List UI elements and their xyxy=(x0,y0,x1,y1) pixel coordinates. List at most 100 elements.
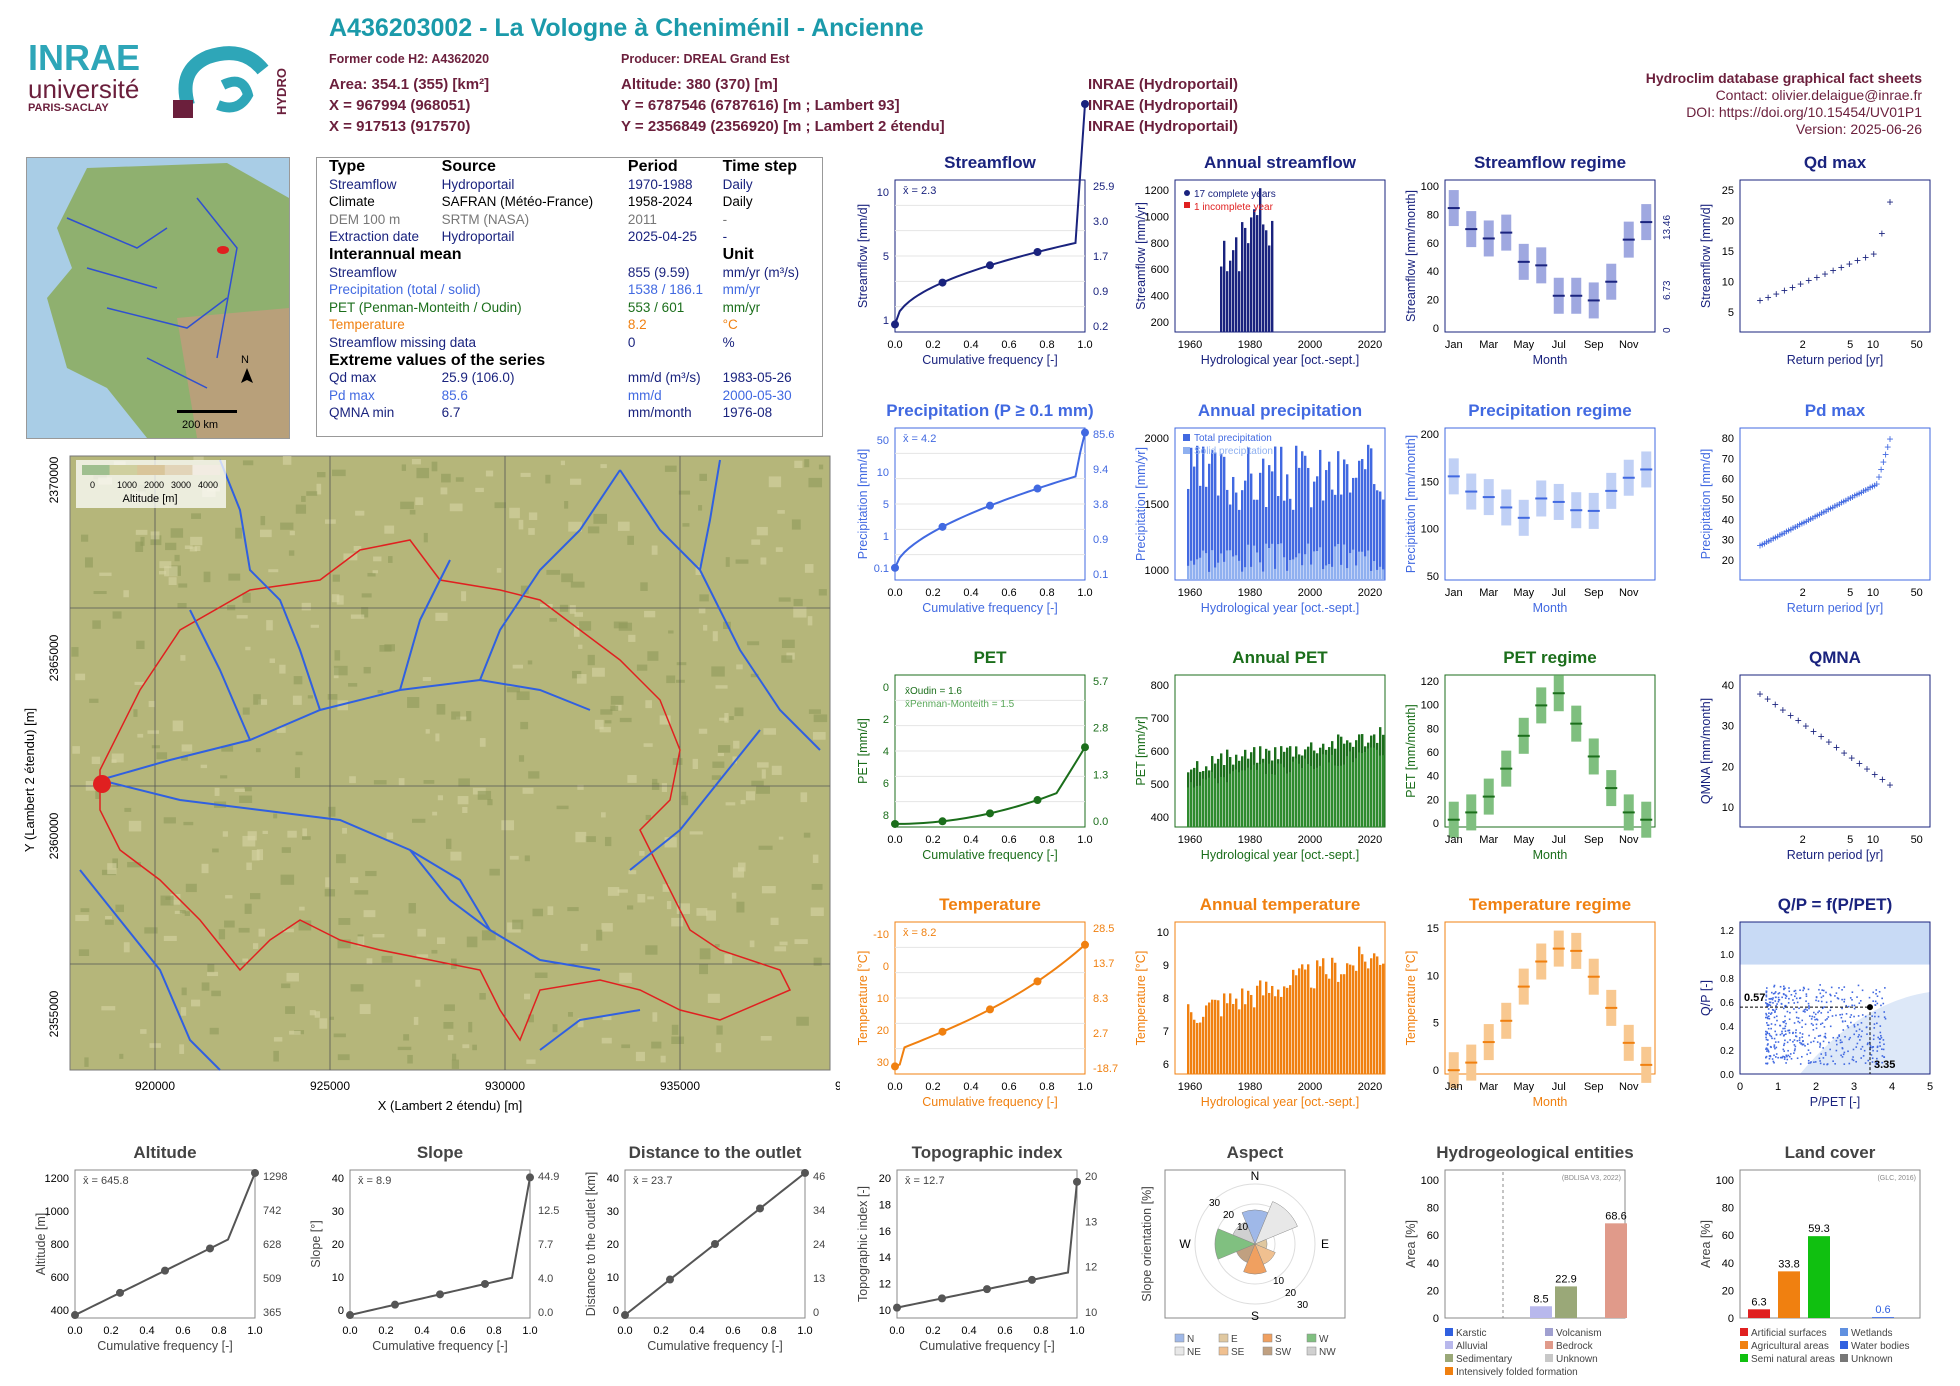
xtick: 0.8 xyxy=(1039,1081,1054,1093)
terrain-patch xyxy=(235,527,242,539)
qp-point xyxy=(1783,987,1785,990)
annual-bar-secondary xyxy=(1259,764,1262,827)
qp-point xyxy=(1805,1000,1807,1002)
qp-point xyxy=(1765,1014,1768,1016)
terrain-patch xyxy=(301,602,311,611)
source-note: (BDLISA V3, 2022) xyxy=(1562,1175,1621,1182)
annual-bar-secondary xyxy=(1283,767,1286,827)
qp-point xyxy=(1766,1044,1769,1046)
x-axis-label: Month xyxy=(1533,1095,1568,1109)
ytick: 1.0 xyxy=(1720,950,1734,961)
terrain-patch xyxy=(281,847,291,853)
doi[interactable]: DOI: https://doi.org/10.15454/UV01P1 xyxy=(1686,104,1922,120)
terrain-patch xyxy=(778,836,784,840)
qp-point xyxy=(1783,1058,1786,1060)
info-row-d: - xyxy=(722,211,728,227)
right-value: 28.5 xyxy=(1093,923,1114,935)
ytick: 600 xyxy=(1151,264,1169,276)
terrain-patch xyxy=(447,1034,454,1041)
qp-point xyxy=(1781,996,1783,999)
rp-point: + xyxy=(1838,260,1845,274)
annual-bar-secondary xyxy=(1358,752,1361,827)
terrain-patch xyxy=(770,917,779,926)
annual-bar xyxy=(1250,994,1253,1074)
terrain-patch xyxy=(607,887,620,896)
annual-bar xyxy=(1187,1004,1190,1074)
terrain-patch xyxy=(457,796,469,805)
qp-point xyxy=(1875,989,1878,991)
info-row-p: 1970-1988 xyxy=(627,176,693,192)
annual-bar-secondary xyxy=(1361,551,1364,580)
terrain-patch xyxy=(137,733,144,738)
annual-bar xyxy=(1262,995,1265,1074)
qp-point xyxy=(1829,994,1832,997)
qp-point xyxy=(1784,1030,1787,1032)
terrain-patch xyxy=(160,895,174,906)
legend-swatch xyxy=(1445,1341,1453,1349)
terrain-patch xyxy=(716,1025,723,1035)
terrain-patch xyxy=(534,972,548,978)
quantile-point xyxy=(986,261,994,270)
qp-point xyxy=(1766,1024,1769,1026)
qp-point xyxy=(1770,991,1773,994)
ytick: 8 xyxy=(1163,993,1169,1005)
rp-point: + xyxy=(1805,513,1812,527)
qp-point xyxy=(1802,986,1805,989)
xtick: 0.6 xyxy=(997,1325,1012,1337)
terrain-patch xyxy=(257,699,268,705)
qp-point xyxy=(1819,984,1821,986)
ytick: 0.4 xyxy=(1720,1022,1734,1033)
panel-title: Precipitation (P ≥ 0.1 mm) xyxy=(886,401,1093,420)
qp-point xyxy=(1853,1024,1856,1026)
qp-point xyxy=(1784,1020,1786,1022)
ring-label: 30 xyxy=(1297,1300,1309,1311)
plot-frame xyxy=(896,1169,1078,1319)
ytick: 10 xyxy=(877,467,889,479)
dir-label: S xyxy=(1251,1309,1259,1323)
terrain-patch xyxy=(242,592,251,603)
qp-point xyxy=(1852,1059,1855,1062)
qp-point xyxy=(1823,1026,1826,1028)
xtick: 0.0 xyxy=(889,1325,904,1337)
terrain-patch xyxy=(194,545,201,552)
qp-point xyxy=(1880,1004,1882,1007)
terrain-patch xyxy=(644,610,656,618)
terrain-patch xyxy=(681,791,687,800)
annual-bar xyxy=(1271,985,1274,1074)
qp-point xyxy=(1784,1039,1786,1042)
aspect-sector xyxy=(1232,1221,1256,1245)
legend-swatch xyxy=(1740,1328,1748,1336)
map-xtick: 925000 xyxy=(310,1079,350,1093)
annual-bar-secondary xyxy=(1241,770,1244,827)
annual-bar-secondary xyxy=(1328,762,1331,827)
terrain-patch xyxy=(239,795,253,804)
qp-point xyxy=(1835,992,1838,994)
qp-point xyxy=(1796,1001,1799,1004)
annual-bar xyxy=(1292,969,1295,1074)
info-row: Extraction date Hydroportail 2025-04-25- xyxy=(327,228,817,246)
qp-point xyxy=(1783,988,1785,991)
annual-bar-secondary xyxy=(1214,778,1217,827)
qp-point xyxy=(1803,1009,1806,1011)
ytick: 8 xyxy=(883,810,889,822)
annual-bar xyxy=(1346,963,1349,1074)
rp-point: + xyxy=(1765,290,1772,304)
terrain-patch xyxy=(573,625,580,637)
terrain-patch xyxy=(363,910,376,918)
terrain-patch xyxy=(818,589,827,596)
terrain-patch xyxy=(253,694,261,705)
terrain-patch xyxy=(610,695,624,705)
annual-bar xyxy=(1334,494,1337,580)
terrain-patch xyxy=(475,487,484,493)
qp-point xyxy=(1850,1014,1853,1016)
terrain-patch xyxy=(409,509,416,515)
terrain-patch xyxy=(509,507,520,519)
rp-point: + xyxy=(1765,534,1772,548)
ytick: 40 xyxy=(607,1173,619,1185)
xtick: Sep xyxy=(1584,587,1604,599)
terrain-patch xyxy=(256,849,264,861)
annual-bar xyxy=(1361,459,1364,580)
annual-bar xyxy=(1229,260,1232,332)
terrain-patch xyxy=(179,910,186,914)
qp-point xyxy=(1853,1033,1856,1036)
